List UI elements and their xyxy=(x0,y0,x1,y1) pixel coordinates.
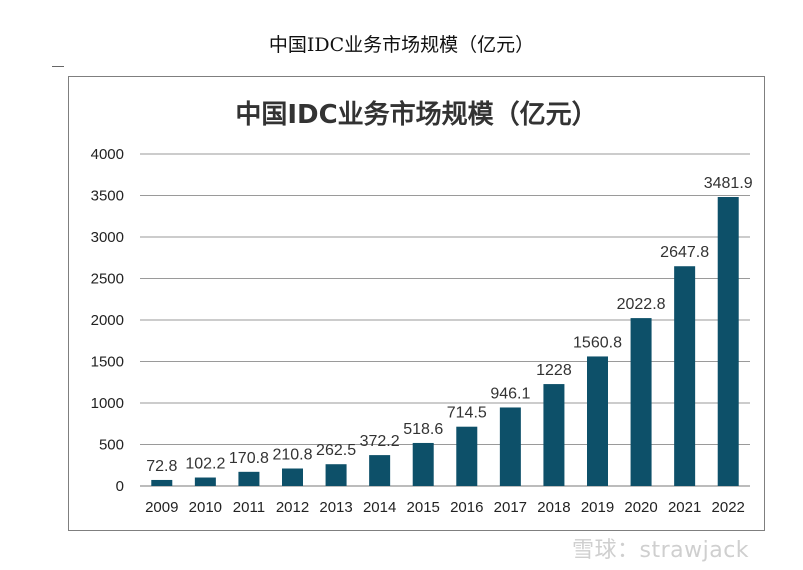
bar xyxy=(369,455,391,486)
y-tick-label: 3500 xyxy=(91,188,124,205)
data-label: 518.6 xyxy=(403,421,443,438)
y-tick-label: 1000 xyxy=(91,395,124,412)
data-label: 3481.9 xyxy=(704,175,753,192)
bar xyxy=(151,479,173,486)
data-label: 170.8 xyxy=(229,450,269,467)
bar xyxy=(325,464,347,486)
watermark: 雪球：strawjack xyxy=(572,538,750,563)
x-tick-label: 2012 xyxy=(276,499,309,516)
data-label: 1560.8 xyxy=(573,334,622,351)
bar xyxy=(630,318,652,486)
data-label: 72.8 xyxy=(146,458,177,475)
bar xyxy=(238,471,260,486)
y-tick-label: 0 xyxy=(116,478,124,495)
x-tick-label: 2013 xyxy=(319,499,352,516)
y-tick-label: 1500 xyxy=(91,354,124,371)
document-title: 中国IDC业务市场规模（亿元） xyxy=(268,34,535,56)
x-tick-label: 2022 xyxy=(712,499,745,516)
data-label: 714.5 xyxy=(447,405,487,422)
x-tick-label: 2021 xyxy=(668,499,701,516)
x-tick-label: 2014 xyxy=(363,499,396,516)
x-tick-label: 2015 xyxy=(407,499,440,516)
x-tick-label: 2010 xyxy=(189,499,222,516)
bar xyxy=(456,426,478,486)
data-label: 2647.8 xyxy=(660,244,709,261)
data-label: 102.2 xyxy=(185,456,225,473)
data-label: 372.2 xyxy=(360,433,400,450)
data-label: 2022.8 xyxy=(617,296,666,313)
data-label: 1228 xyxy=(536,362,572,379)
bar xyxy=(499,407,521,486)
bar xyxy=(717,197,739,486)
y-tick-label: 3000 xyxy=(91,229,124,246)
data-label: 262.5 xyxy=(316,442,356,459)
data-label: 210.8 xyxy=(272,447,312,464)
x-tick-label: 2017 xyxy=(494,499,527,516)
x-tick-label: 2009 xyxy=(145,499,178,516)
corner-mark xyxy=(52,66,64,67)
bar xyxy=(194,477,216,486)
x-tick-label: 2011 xyxy=(233,499,265,516)
data-label: 946.1 xyxy=(490,385,530,402)
bar xyxy=(282,468,303,486)
bar xyxy=(543,384,565,486)
y-tick-label: 2500 xyxy=(91,271,124,288)
chart-title: 中国IDC业务市场规模（亿元） xyxy=(235,100,598,130)
bar xyxy=(587,356,608,486)
y-tick-label: 500 xyxy=(99,437,124,454)
bar xyxy=(412,442,434,486)
x-tick-label: 2018 xyxy=(537,499,570,516)
bar xyxy=(674,266,696,486)
x-tick-label: 2016 xyxy=(450,499,483,516)
y-tick-label: 2000 xyxy=(91,312,124,329)
x-tick-label: 2020 xyxy=(624,499,657,516)
x-tick-label: 2019 xyxy=(581,499,614,516)
y-tick-label: 4000 xyxy=(91,146,124,163)
